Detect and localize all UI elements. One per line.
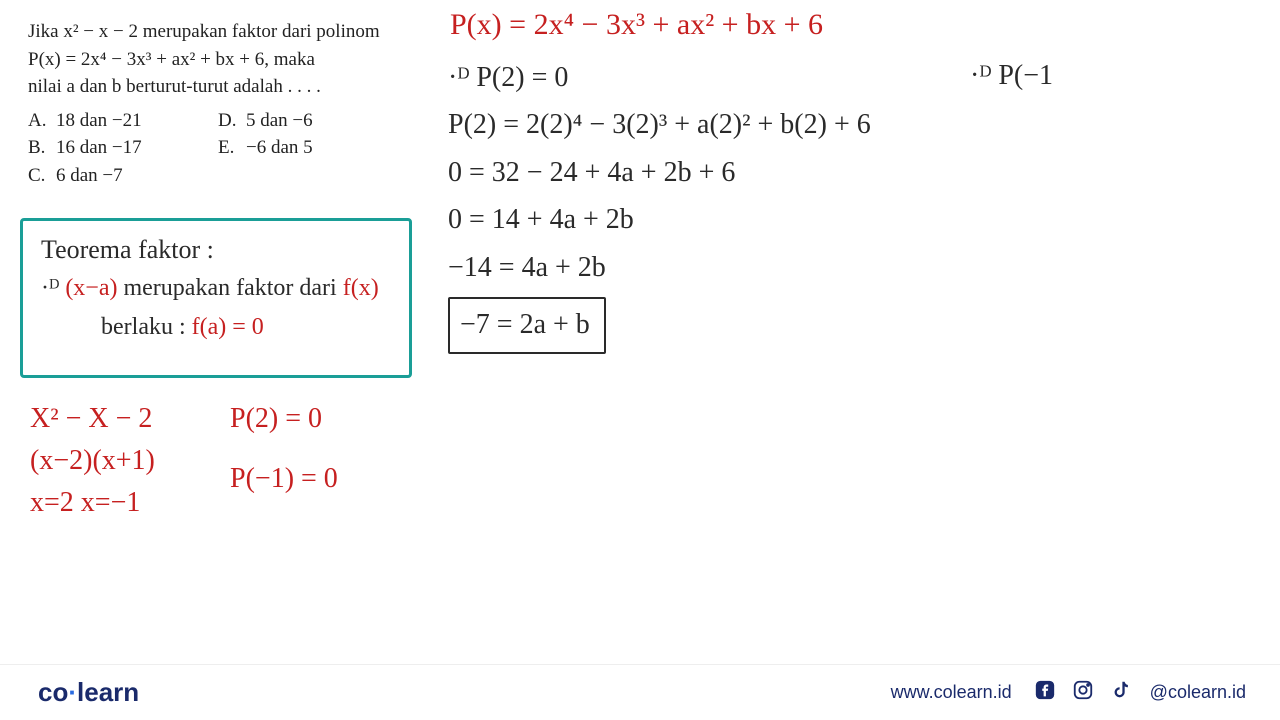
bullet: ·ᴰ [41,275,59,301]
mid-line: −14 = 4a + 2b [448,246,871,289]
footer: co·learn www.colearn.id @colearn.id [0,664,1280,720]
work-line: X² − X − 2 [30,398,155,440]
logo: co·learn [38,677,139,708]
top-px: P(x) = 2x⁴ − 3x³ + ax² + bx + 6 [450,8,823,42]
theorem-box: Teorema faktor : ·ᴰ (x−a) merupakan fakt… [20,218,412,378]
theorem-fa0: f(a) = 0 [192,314,264,340]
footer-right: www.colearn.id @colearn.id [891,679,1246,706]
opt-b: 16 dan −17 [56,137,142,158]
logo-text: learn [77,677,139,707]
opt-c: 6 dan −7 [56,165,123,186]
problem-text: Jika x² − x − 2 merupakan faktor dari po… [28,18,428,189]
problem-line: Jika x² − x − 2 merupakan faktor dari po… [28,18,428,46]
theorem-xa: (x−a) [65,275,117,301]
problem-line: nilai a dan b berturut-turut adalah . . … [28,73,428,101]
mid-line: 0 = 32 − 24 + 4a + 2b + 6 [448,151,871,194]
opt-d: 5 dan −6 [246,110,313,131]
instagram-icon [1072,679,1094,706]
theorem-title: Teorema faktor : [41,235,391,265]
right-snippet: ·ᴰ P(−1 [970,60,1053,92]
opt-a: 18 dan −21 [56,110,142,131]
work-line: x=2 x=−1 [30,482,155,524]
page: Jika x² − x − 2 merupakan faktor dari po… [0,0,1280,720]
logo-text: co [38,677,68,707]
problem-line: P(x) = 2x⁴ − 3x³ + ax² + bx + 6, maka [28,46,428,74]
work-line: P(2) = 0 [230,398,338,440]
mid-line: ·ᴰ P(2) = 0 [448,56,871,99]
tiktok-icon [1110,679,1132,706]
theorem-text: merupakan faktor dari [123,275,342,301]
opt-e: −6 dan 5 [246,137,313,158]
theorem-fx: f(x) [343,275,379,301]
work-line: P(−1) = 0 [230,458,338,500]
work-line: (x−2)(x+1) [30,440,155,482]
boxed-result: −7 = 2a + b [448,297,606,354]
facebook-icon [1034,679,1056,706]
working-mid: ·ᴰ P(2) = 0 P(2) = 2(2)⁴ − 3(2)³ + a(2)²… [448,56,871,358]
mid-line: P(2) = 2(2)⁴ − 3(2)³ + a(2)² + b(2) + 6 [448,103,871,146]
footer-handle: @colearn.id [1150,682,1246,703]
mid-line: 0 = 14 + 4a + 2b [448,198,871,241]
footer-url: www.colearn.id [891,682,1012,703]
logo-dot: · [68,677,77,707]
theorem-berlaku: berlaku : [101,314,192,340]
